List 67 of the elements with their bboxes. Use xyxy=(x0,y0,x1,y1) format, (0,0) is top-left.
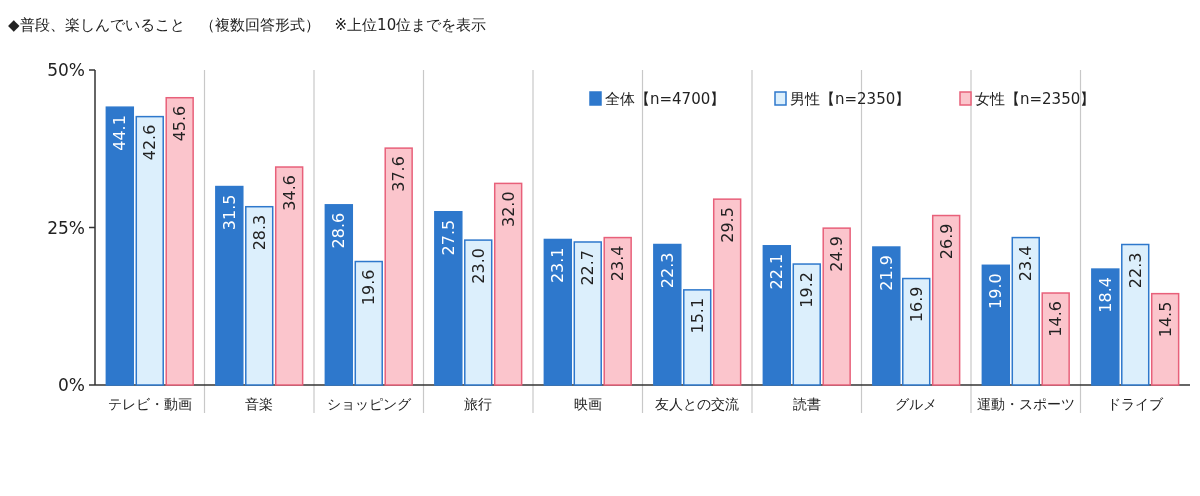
data-label: 14.6 xyxy=(1046,301,1066,337)
data-label: 45.6 xyxy=(170,105,190,142)
legend-label: 男性【n=2350】 xyxy=(790,90,911,108)
bar xyxy=(165,96,194,386)
data-label: 23.0 xyxy=(468,248,488,284)
bar xyxy=(354,260,383,386)
x-tick-label: 映画 xyxy=(573,396,602,412)
bar xyxy=(712,198,742,386)
data-label: 37.6 xyxy=(389,156,409,192)
x-tick-label: 音楽 xyxy=(245,396,274,412)
data-label: 28.6 xyxy=(329,212,349,249)
data-label: 34.6 xyxy=(279,175,299,211)
bar xyxy=(792,263,821,386)
x-tick-label: ドライブ xyxy=(1107,396,1165,412)
data-label: 22.3 xyxy=(1125,252,1145,289)
data-label: 28.3 xyxy=(249,214,269,251)
data-label: 19.6 xyxy=(359,269,379,306)
data-label: 21.9 xyxy=(876,255,896,291)
bar xyxy=(1011,236,1040,386)
data-label: 23.1 xyxy=(548,247,568,284)
data-label: 22.7 xyxy=(578,249,598,286)
y-tick-label: 50% xyxy=(47,60,85,80)
data-label: 23.4 xyxy=(1016,245,1036,282)
x-tick-label: グルメ xyxy=(895,396,938,412)
x-tick-label: 読書 xyxy=(792,396,821,412)
x-tick-label: 運動・スポーツ xyxy=(976,396,1075,412)
bar xyxy=(493,182,523,386)
data-label: 22.1 xyxy=(767,253,787,290)
bar xyxy=(105,106,135,386)
data-label: 26.9 xyxy=(936,223,956,260)
data-label: 29.5 xyxy=(717,207,737,243)
bar xyxy=(981,264,1011,386)
bar xyxy=(603,236,632,386)
bar xyxy=(762,245,792,386)
bar xyxy=(274,166,304,386)
legend-label: 全体【n=4700】 xyxy=(605,90,726,108)
x-tick-label: ショッピング xyxy=(326,396,412,412)
data-label: 14.5 xyxy=(1155,301,1175,338)
data-label: 24.9 xyxy=(827,236,847,272)
y-tick-label: 0% xyxy=(58,375,85,395)
data-label: 23.4 xyxy=(608,245,628,282)
data-label: 16.9 xyxy=(906,286,926,323)
data-label: 18.4 xyxy=(1095,277,1115,313)
data-label: 27.5 xyxy=(438,219,458,256)
bar xyxy=(543,238,573,386)
data-label: 42.6 xyxy=(140,124,160,161)
bar xyxy=(931,214,961,386)
data-label: 15.1 xyxy=(687,297,707,334)
x-tick-label: 友人との交流 xyxy=(655,396,740,412)
bar xyxy=(1041,292,1070,386)
bar xyxy=(1150,292,1180,386)
data-label: 19.2 xyxy=(797,272,817,308)
y-tick-label: 25% xyxy=(47,217,85,238)
bar xyxy=(573,241,602,386)
data-label: 19.0 xyxy=(986,273,1006,309)
data-label: 44.1 xyxy=(110,115,130,151)
data-label: 32.0 xyxy=(498,191,518,228)
legend-label: 女性【n=2350】 xyxy=(975,90,1096,108)
x-tick-label: テレビ・動画 xyxy=(107,396,192,412)
chart-title: ◆普段、楽しんでいること （複数回答形式） ※上位10位までを表示 xyxy=(8,16,487,34)
data-label: 31.5 xyxy=(219,194,239,231)
bar xyxy=(384,147,413,386)
bar xyxy=(324,204,354,386)
bar xyxy=(822,227,851,386)
data-label: 22.3 xyxy=(657,252,677,289)
bar xyxy=(135,115,164,386)
x-tick-label: 旅行 xyxy=(464,396,493,412)
